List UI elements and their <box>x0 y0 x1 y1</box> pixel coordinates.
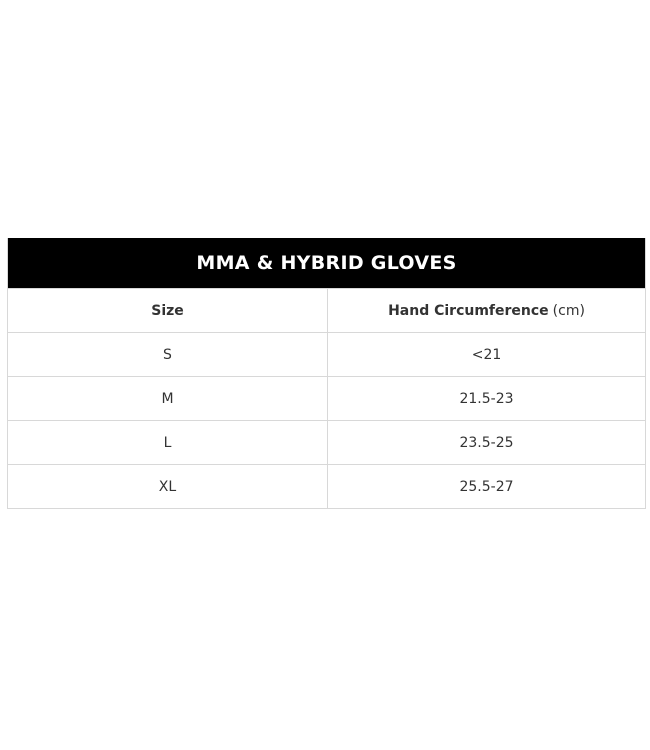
header-unit: (cm) <box>552 302 585 319</box>
header-size: Size <box>8 289 328 332</box>
table-row: L 23.5-25 <box>8 420 645 464</box>
size-chart-table: MMA & HYBRID GLOVES Size Hand Circumfere… <box>7 238 646 509</box>
circumference-cell: 25.5-27 <box>459 478 514 495</box>
table-row: XL 25.5-27 <box>8 464 645 508</box>
size-cell: XL <box>8 465 328 508</box>
table-row: S <21 <box>8 332 645 376</box>
size-cell: L <box>8 421 328 464</box>
table-row: M 21.5-23 <box>8 376 645 420</box>
circumference-cell: 23.5-25 <box>459 434 514 451</box>
size-cell: S <box>8 333 328 376</box>
circumference-cell: <21 <box>471 346 502 363</box>
size-cell: M <box>8 377 328 420</box>
table-title: MMA & HYBRID GLOVES <box>8 238 645 288</box>
circumference-cell: 21.5-23 <box>459 390 514 407</box>
header-circumference-label: Hand Circumference <box>388 302 549 319</box>
header-row: Size Hand Circumference (cm) <box>8 288 645 332</box>
header-circumference: Hand Circumference (cm) <box>328 289 645 332</box>
